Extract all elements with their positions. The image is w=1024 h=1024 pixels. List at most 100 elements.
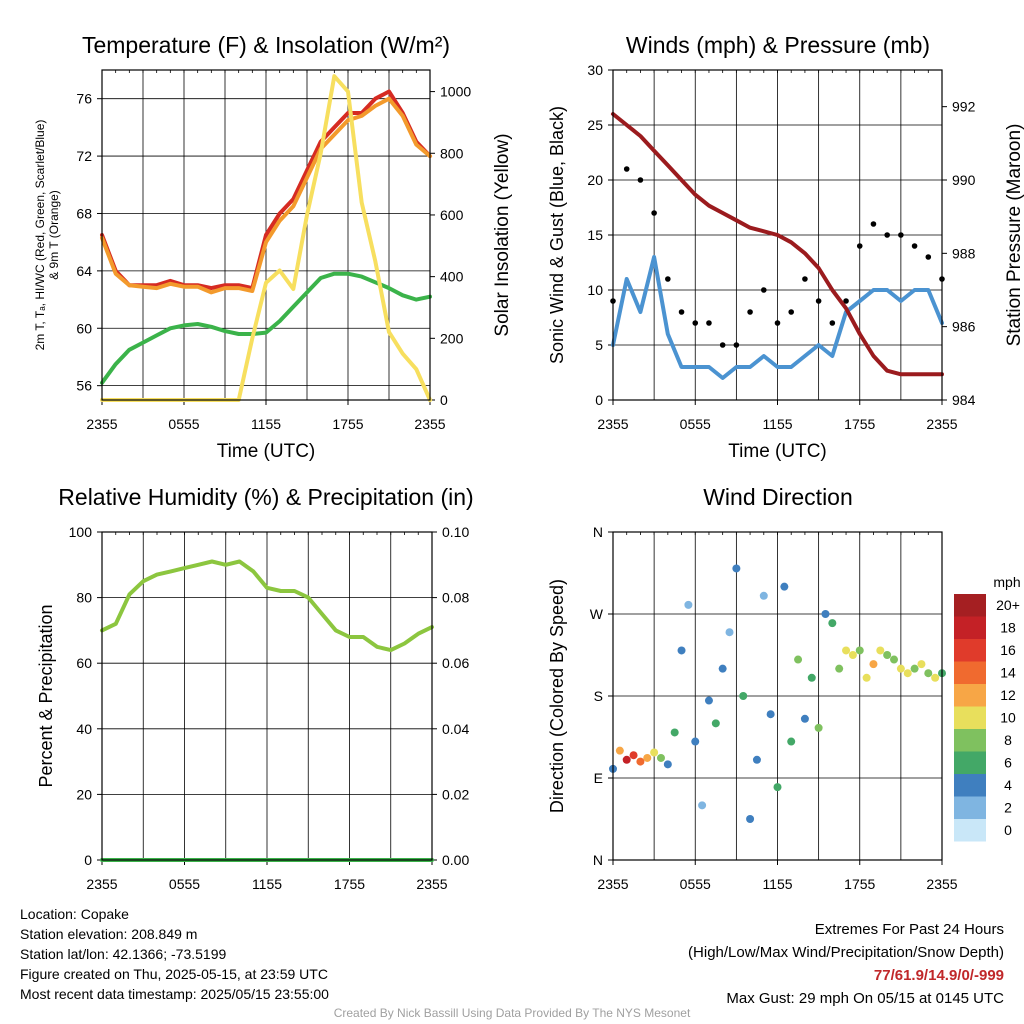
legend-swatch	[954, 729, 986, 752]
direction-point	[677, 646, 686, 655]
station-info: Location: Copake Station elevation: 208.…	[20, 904, 329, 1004]
direction-point	[746, 815, 755, 823]
direction-point	[684, 600, 693, 609]
x-tick-label: 0555	[680, 416, 711, 432]
series-line-2	[100, 96, 432, 295]
y-tick-label: 68	[76, 205, 92, 221]
gust-point	[925, 254, 932, 260]
y-tick-label: 25	[587, 117, 603, 133]
chart-title: Temperature (F) & Insolation (W/m²)	[82, 32, 450, 58]
legend-label: 14	[1000, 665, 1016, 681]
direction-point	[821, 610, 830, 618]
direction-point	[876, 646, 885, 655]
max-gust: Max Gust: 29 mph On 05/15 at 0145 UTC	[726, 990, 1004, 1007]
y-right-tick-label: 200	[440, 330, 464, 346]
direction-point	[615, 746, 624, 755]
direction-point	[890, 655, 899, 664]
plot-frame	[101, 69, 431, 401]
legend-label: 18	[1000, 620, 1016, 636]
legend-swatch	[954, 706, 986, 729]
legend-label: 12	[1000, 687, 1016, 703]
legend-label: 16	[1000, 642, 1016, 658]
chart-panel-4: Wind Direction N E S W N 2355 0555 1155 1755 2355 D…	[547, 484, 1021, 892]
direction-point	[842, 646, 851, 655]
y-tick-label: 76	[76, 91, 92, 107]
x-tick-label: 2355	[414, 416, 445, 432]
gust-point	[802, 276, 808, 282]
gust-point	[898, 232, 904, 238]
direction-point	[848, 651, 857, 659]
direction-point	[773, 783, 782, 792]
direction-point	[896, 664, 905, 673]
y-right-tick-label: 400	[440, 269, 464, 285]
x-axis-label: Time (UTC)	[728, 441, 827, 462]
x-tick-label: 1755	[844, 876, 875, 892]
gust-point	[884, 232, 890, 238]
y-right-tick-label: 984	[952, 392, 976, 408]
x-tick-label: 2355	[926, 876, 957, 892]
y-right-tick-label: 990	[952, 172, 976, 188]
direction-point	[794, 655, 803, 664]
legend-label: 8	[1004, 732, 1012, 748]
y-tick-label: 15	[587, 227, 603, 243]
legend-title: mph	[993, 574, 1020, 590]
y-tick-label: N	[593, 524, 603, 540]
legend-swatch	[954, 661, 986, 684]
direction-point	[828, 619, 837, 628]
direction-point	[636, 757, 645, 766]
y-tick-label: E	[594, 770, 603, 786]
gust-point	[870, 221, 877, 227]
station-latlon: Station lat/lon: 42.1366; -73.5199	[20, 946, 227, 962]
legend-label: 6	[1004, 755, 1012, 771]
gust-point	[706, 320, 712, 326]
gust-point	[637, 177, 644, 183]
y-axis-label-line2: & 9m T (Orange)	[47, 190, 61, 280]
gust-point	[623, 166, 630, 172]
series-line-3	[100, 271, 432, 385]
y-right-axis-label: Solar Insolation (Yellow)	[492, 133, 513, 336]
x-tick-label: 2355	[597, 416, 628, 432]
legend-swatch	[954, 684, 986, 707]
extremes-title: Extremes For Past 24 Hours	[814, 921, 1004, 938]
chart-panel-3: Relative Humidity (%) & Precipitation (i…	[36, 484, 474, 892]
station-location: Location: Copake	[20, 906, 129, 922]
y-tick-label: 80	[76, 590, 92, 606]
direction-point	[883, 651, 892, 659]
direction-point	[732, 564, 741, 573]
legend-swatch	[954, 819, 986, 842]
y-right-tick-label: 0.02	[442, 786, 469, 802]
x-tick-label: 1155	[252, 876, 282, 892]
y-tick-label: 56	[76, 378, 92, 394]
x-tick-label: 0555	[680, 876, 711, 892]
y-tick-label: 0	[595, 392, 603, 408]
direction-point	[725, 628, 734, 637]
series-line-3	[611, 112, 944, 377]
y-right-tick-label: 0.04	[442, 721, 469, 737]
x-tick-label: 1155	[762, 876, 792, 892]
x-tick-label: 1755	[334, 876, 365, 892]
series-line-1	[100, 559, 434, 653]
y-right-tick-label: 0	[440, 392, 448, 408]
figure-created: Figure created on Thu, 2025-05-15, at 23…	[20, 966, 328, 982]
y-right-tick-label: 0.06	[442, 655, 469, 671]
series-line-1	[611, 255, 944, 380]
direction-point	[759, 591, 768, 600]
y-right-tick-label: 988	[952, 245, 976, 261]
legend-label: 0	[1004, 822, 1012, 838]
gust-point	[733, 342, 740, 348]
legend-swatch	[954, 774, 986, 797]
plot-frame	[101, 531, 433, 861]
direction-point	[787, 737, 796, 746]
y-axis-label: Direction (Colored By Speed)	[547, 579, 567, 813]
plot-frame	[612, 69, 943, 401]
gust-point	[774, 320, 781, 326]
gust-point	[747, 309, 753, 315]
direction-point	[622, 755, 631, 764]
direction-point	[698, 801, 707, 810]
y-axis-label: Percent & Precipitation	[36, 604, 56, 787]
direction-point	[807, 673, 816, 682]
gust-point	[829, 320, 836, 326]
chart-title: Winds (mph) & Pressure (mb)	[626, 32, 930, 58]
x-tick-label: 2355	[86, 876, 117, 892]
